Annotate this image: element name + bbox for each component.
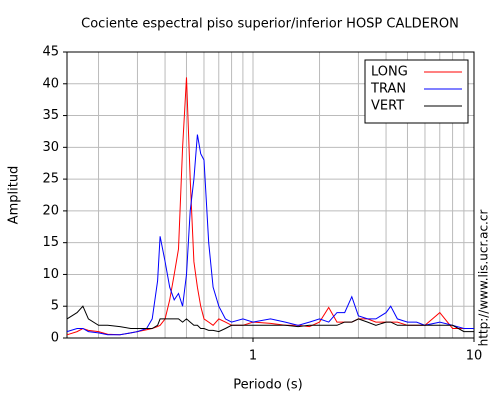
- y-tick-label: 5: [51, 299, 59, 314]
- y-tick-label: 35: [42, 108, 59, 123]
- chart-title: Cociente espectral piso superior/inferio…: [81, 17, 459, 32]
- y-tick-label: 25: [42, 172, 59, 187]
- legend-label: TRAN: [370, 82, 406, 97]
- plot-frame: [66, 51, 475, 339]
- y-tick-label: 45: [42, 45, 59, 60]
- y-tick-label: 40: [42, 76, 59, 91]
- url-annotation: http://www.lis.ucr.ac.cr: [477, 210, 491, 347]
- legend-label: VERT: [371, 99, 404, 114]
- legend-box: [364, 59, 469, 124]
- data-line: [66, 134, 474, 336]
- y-tick-label: 15: [42, 235, 59, 250]
- legend-label: LONG: [371, 65, 408, 80]
- x-axis-label: Periodo (s): [233, 378, 303, 393]
- y-axis-label: Amplitud: [7, 166, 22, 225]
- x-tick-label: 10: [466, 349, 483, 364]
- data-line: [66, 305, 474, 333]
- y-tick-label: 0: [51, 331, 59, 346]
- y-tick-label: 30: [42, 140, 59, 155]
- y-tick-label: 10: [42, 267, 59, 282]
- y-tick-label: 20: [42, 203, 59, 218]
- x-tick-label: 1: [249, 349, 257, 364]
